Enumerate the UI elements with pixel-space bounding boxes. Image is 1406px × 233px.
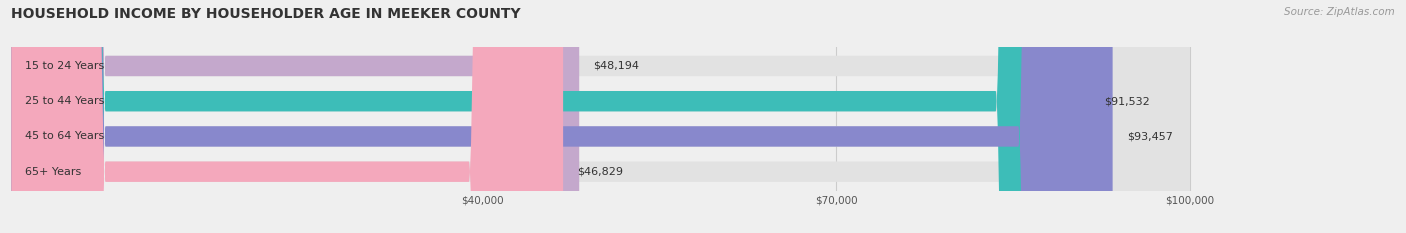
Text: 65+ Years: 65+ Years [25,167,82,177]
Text: 15 to 24 Years: 15 to 24 Years [25,61,104,71]
FancyBboxPatch shape [11,0,1090,233]
FancyBboxPatch shape [11,0,564,233]
FancyBboxPatch shape [11,0,1189,233]
FancyBboxPatch shape [11,0,579,233]
FancyBboxPatch shape [11,0,1112,233]
Text: Source: ZipAtlas.com: Source: ZipAtlas.com [1284,7,1395,17]
Text: $48,194: $48,194 [593,61,640,71]
Text: $46,829: $46,829 [578,167,623,177]
Text: $93,457: $93,457 [1126,131,1173,141]
Text: $91,532: $91,532 [1104,96,1150,106]
Text: 25 to 44 Years: 25 to 44 Years [25,96,105,106]
FancyBboxPatch shape [11,0,1189,233]
Text: HOUSEHOLD INCOME BY HOUSEHOLDER AGE IN MEEKER COUNTY: HOUSEHOLD INCOME BY HOUSEHOLDER AGE IN M… [11,7,520,21]
FancyBboxPatch shape [11,0,1189,233]
Text: 45 to 64 Years: 45 to 64 Years [25,131,104,141]
FancyBboxPatch shape [11,0,1189,233]
